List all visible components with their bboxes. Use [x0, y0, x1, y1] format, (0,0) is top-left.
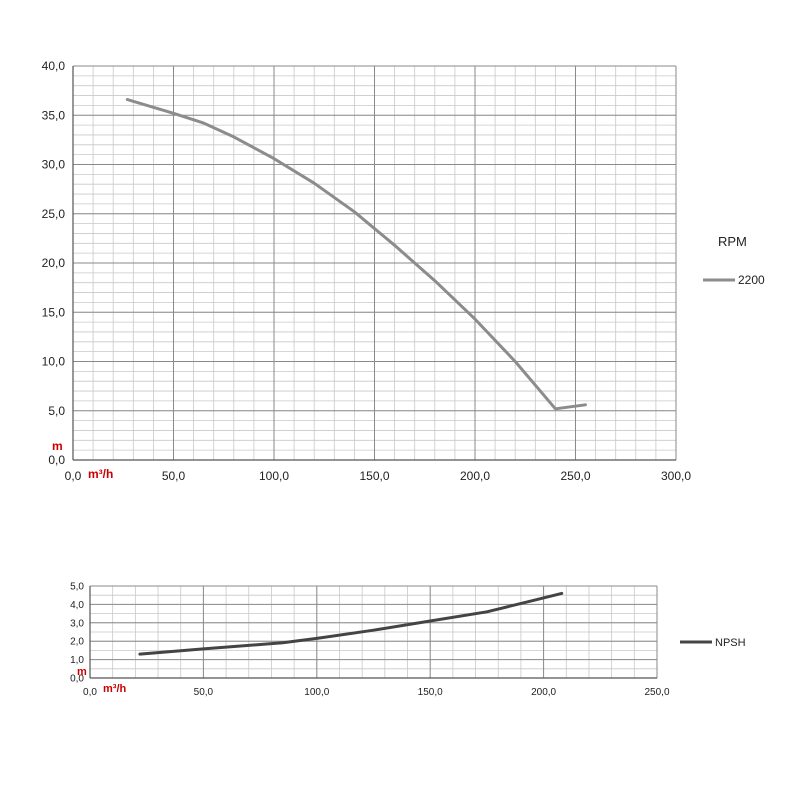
y-tick-label: 35,0: [42, 108, 66, 122]
x-tick-label: 150,0: [418, 687, 443, 698]
y-axis-label: m: [77, 666, 87, 678]
npsh-curve-chart: 0,0 50,0 100,0 150,0 200,0 250,0 0,0 1,0 2,0 3,0 4…: [70, 582, 746, 699]
x-tick-label: 100,0: [304, 687, 329, 698]
x-tick-label: 0,0: [65, 469, 82, 483]
x-tick-label: 200,0: [531, 687, 556, 698]
y-tick-label: 4,0: [70, 600, 84, 611]
y-tick-label: 30,0: [42, 158, 66, 172]
y-tick-label: 25,0: [42, 207, 66, 221]
y-tick-label: 0,0: [48, 453, 65, 467]
y-tick-label: 3,0: [70, 618, 84, 629]
y-tick-label: 5,0: [48, 404, 65, 418]
y-tick-label: 1,0: [70, 655, 84, 666]
y-tick-label: 10,0: [42, 355, 66, 369]
y-tick-label: 20,0: [42, 256, 66, 270]
y-tick-label: 0,0: [70, 674, 84, 685]
series-line-1: [138, 591, 564, 656]
x-tick-label: 50,0: [194, 687, 214, 698]
x-tick-label: 250,0: [560, 469, 590, 483]
y-tick-label: 2,0: [70, 637, 84, 648]
y-tick-label: 5,0: [70, 582, 84, 593]
legend-title: RPM: [718, 234, 747, 249]
x-axis-label: m³/h: [88, 467, 113, 481]
y-axis-label: m: [52, 439, 63, 453]
x-tick-label: 200,0: [460, 469, 490, 483]
x-tick-label: 100,0: [259, 469, 289, 483]
x-tick-label: 150,0: [359, 469, 389, 483]
legend-entry: NPSH: [715, 637, 746, 649]
x-tick-label: 0,0: [83, 687, 97, 698]
x-axis-label: m³/h: [103, 683, 127, 695]
y-tick-label: 15,0: [42, 305, 66, 319]
legend-entry: 2200: [738, 273, 765, 287]
series-line-1: [125, 98, 587, 411]
x-tick-label: 250,0: [644, 687, 669, 698]
head-curve-chart: 0,0 50,0 100,0 150,0 200,0 250,0 300,0 0,0 5,0 10…: [42, 59, 765, 483]
y-tick-label: 40,0: [42, 59, 66, 73]
x-tick-label: 50,0: [162, 469, 186, 483]
x-tick-label: 300,0: [661, 469, 691, 483]
